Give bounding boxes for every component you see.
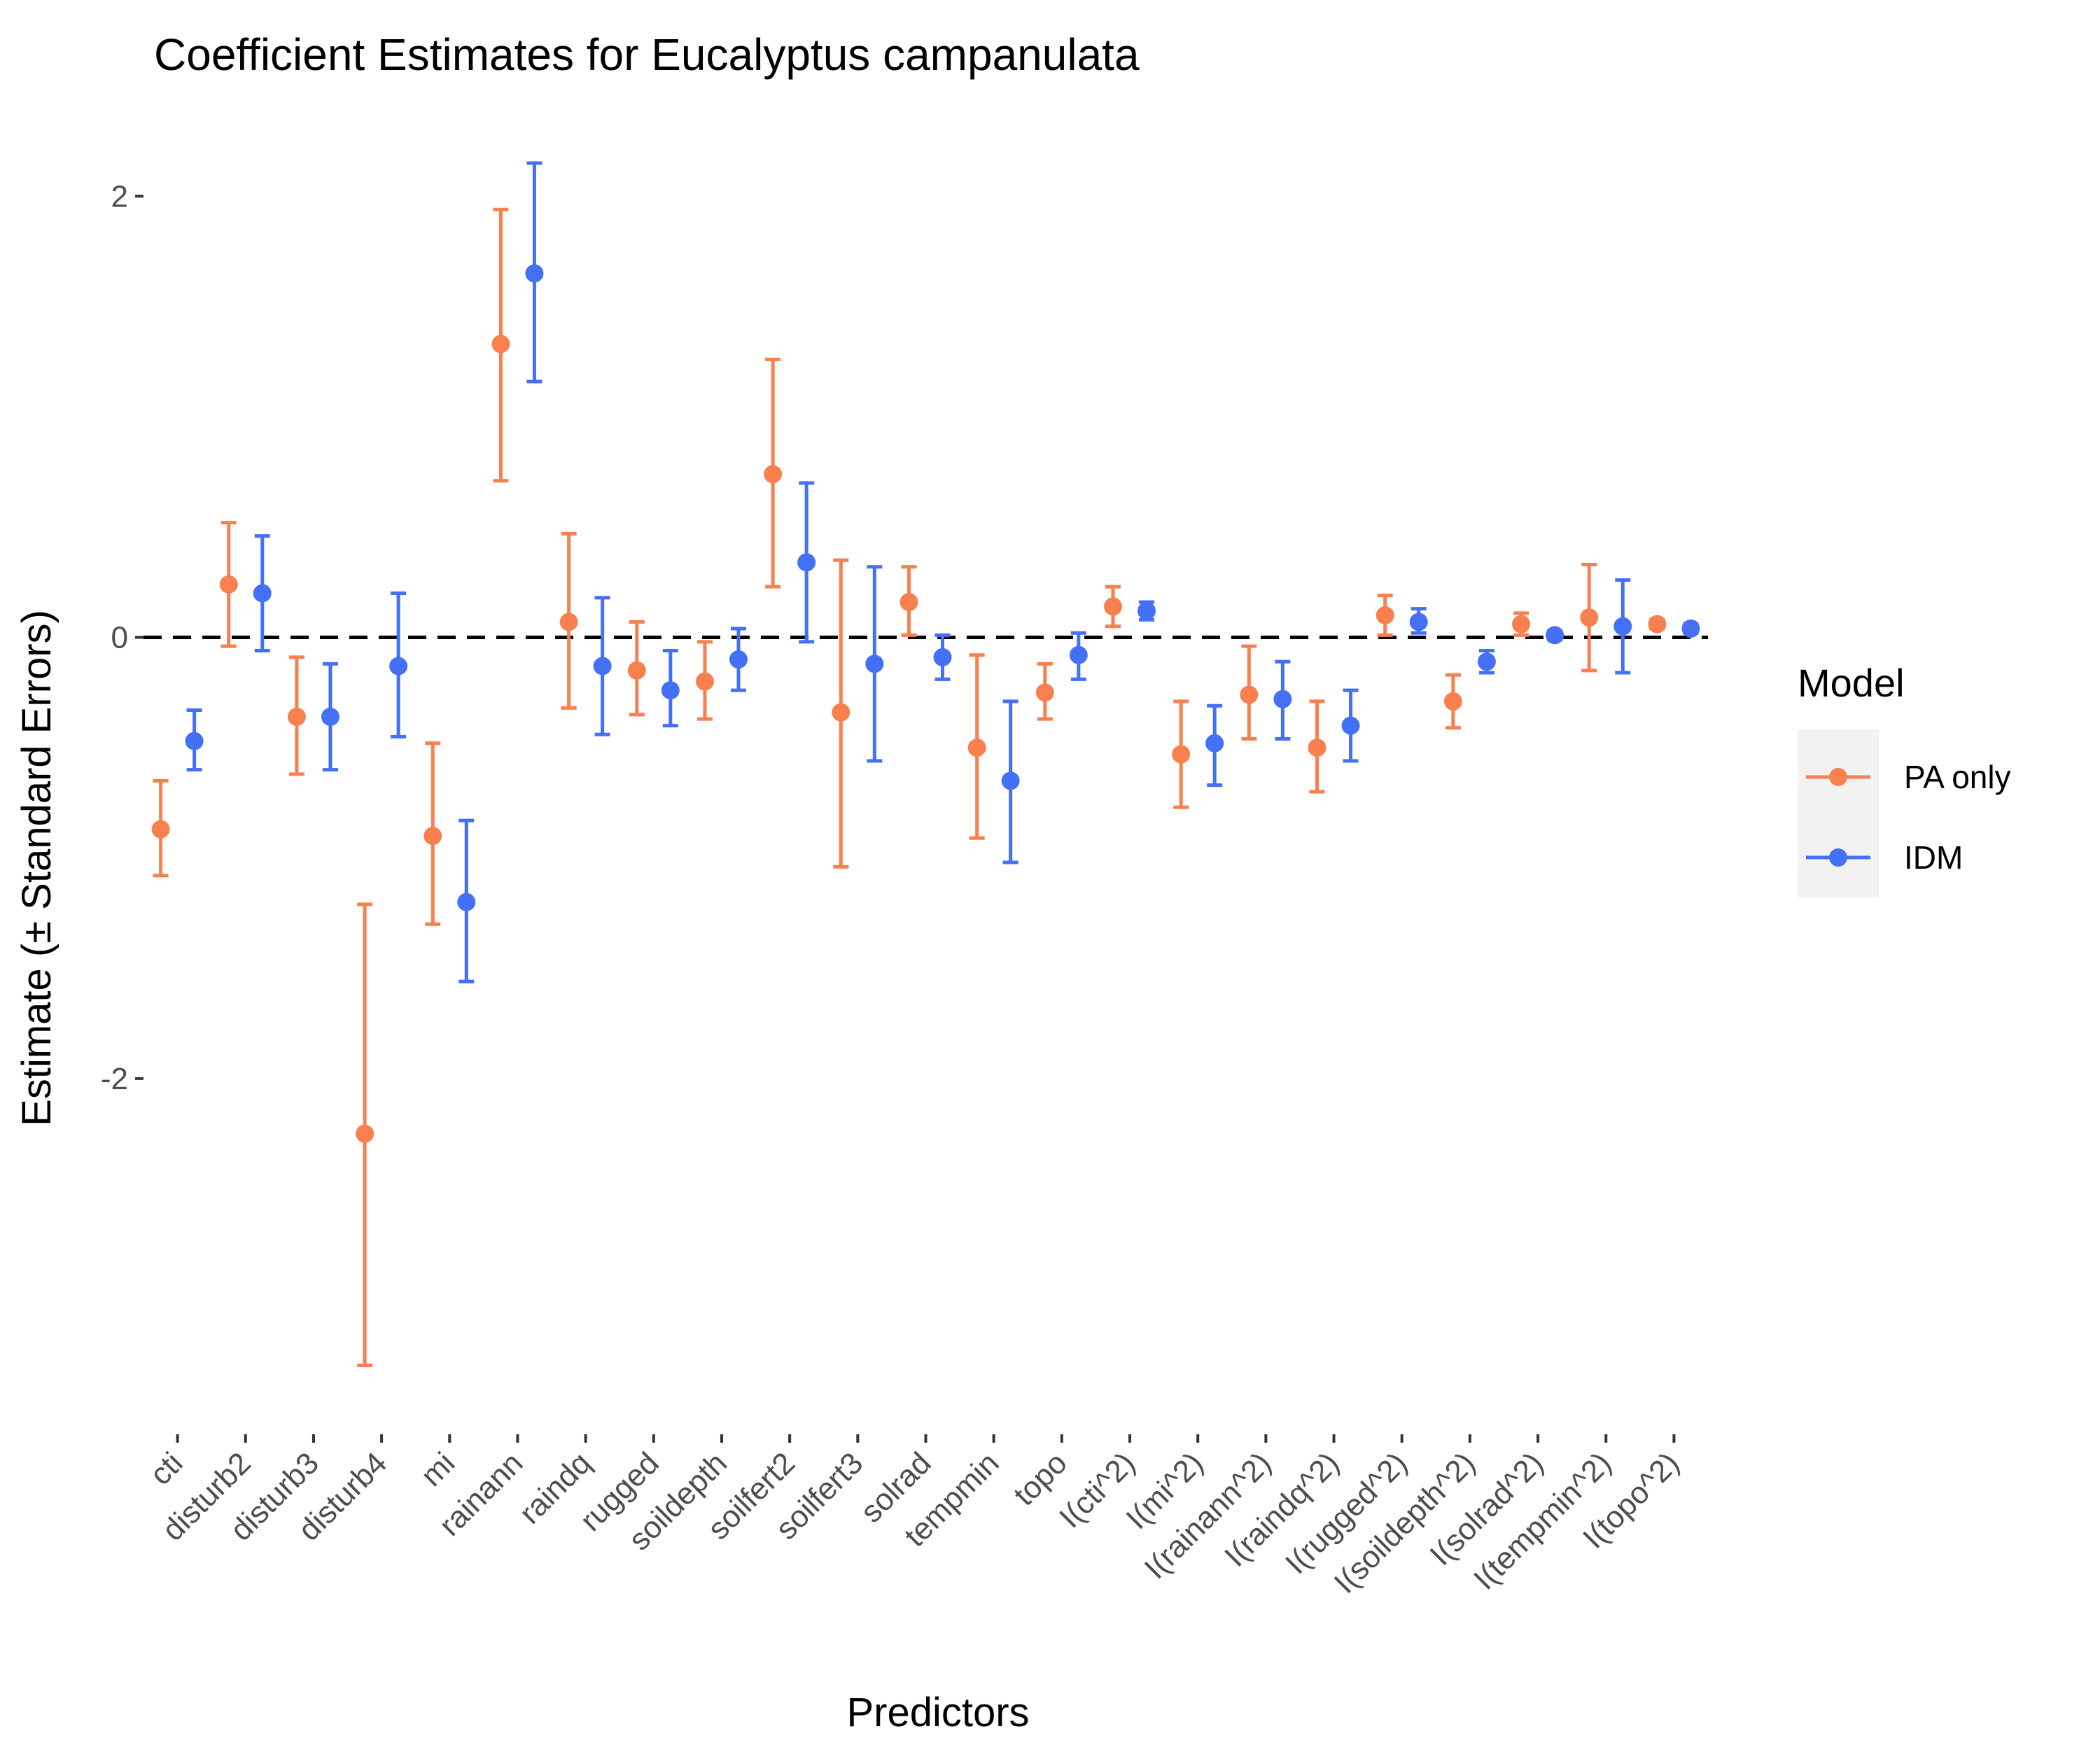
estimate-point: [1546, 626, 1564, 645]
estimate-point: [865, 654, 884, 673]
y-axis: -2 0 2: [101, 179, 144, 1096]
estimate-point: [729, 650, 748, 669]
y-tick-label: 2: [111, 179, 128, 214]
x-axis-title: Predictors: [846, 1690, 1029, 1735]
estimate-point: [1376, 606, 1394, 625]
estimate-point: [457, 892, 476, 911]
estimate-point: [185, 732, 204, 750]
estimate-point: [764, 465, 783, 484]
estimate-point: [695, 672, 714, 691]
estimate-point: [389, 657, 408, 676]
y-tick-label: 0: [111, 621, 128, 655]
estimate-point: [321, 707, 340, 726]
estimate-point: [1443, 692, 1462, 710]
estimate-point: [1104, 597, 1123, 616]
estimate-point: [253, 584, 272, 603]
estimate-point: [1138, 601, 1156, 620]
estimate-point: [661, 681, 680, 700]
estimate-point: [1341, 716, 1360, 735]
legend-key-background: [1798, 729, 1879, 897]
estimate-point: [1240, 685, 1259, 704]
estimate-point: [219, 575, 238, 594]
x-tick-label: mi: [414, 1446, 461, 1492]
x-tick-label: cti: [144, 1446, 190, 1492]
estimate-point: [832, 703, 850, 722]
estimate-point: [1580, 608, 1599, 627]
estimate-point: [967, 738, 986, 757]
estimate-point: [1614, 617, 1632, 636]
chart-title: Coefficient Estimates for Eucalyptus cam…: [154, 29, 1140, 80]
estimate-point: [1308, 738, 1326, 757]
estimate-point: [1409, 612, 1428, 631]
legend-label: PA only: [1904, 759, 2011, 795]
estimate-point: [627, 661, 646, 680]
legend-key-point: [1829, 768, 1847, 786]
estimate-point: [1205, 734, 1224, 752]
estimate-point: [593, 657, 612, 676]
series-idm: [185, 161, 1700, 983]
estimate-point: [525, 264, 544, 283]
estimate-point: [1648, 615, 1667, 634]
estimate-point: [491, 335, 510, 354]
legend: Model PA only IDM: [1798, 661, 2011, 897]
series-pa-only: [151, 207, 1667, 1367]
y-axis-title: Estimate (± Standard Errors): [14, 610, 59, 1126]
estimate-point: [1172, 745, 1191, 764]
estimate-point: [933, 648, 952, 666]
estimate-point: [1035, 683, 1054, 702]
legend-key-point: [1829, 848, 1847, 867]
estimate-point: [1069, 645, 1088, 664]
legend-label: IDM: [1904, 839, 1963, 876]
estimate-point: [899, 593, 918, 612]
estimate-point: [559, 612, 578, 631]
estimate-point: [1681, 619, 1700, 638]
y-tick-label: -2: [101, 1062, 128, 1096]
estimate-point: [1273, 690, 1292, 708]
estimate-point: [356, 1124, 374, 1143]
estimate-point: [1512, 615, 1531, 634]
estimate-point: [424, 827, 442, 846]
estimate-point: [797, 553, 816, 572]
estimate-point: [1477, 652, 1496, 671]
plot-marks: [151, 161, 1700, 1367]
legend-title: Model: [1798, 661, 1905, 705]
estimate-point: [1001, 771, 1020, 790]
estimate-point: [151, 820, 170, 839]
estimate-point: [287, 707, 306, 726]
